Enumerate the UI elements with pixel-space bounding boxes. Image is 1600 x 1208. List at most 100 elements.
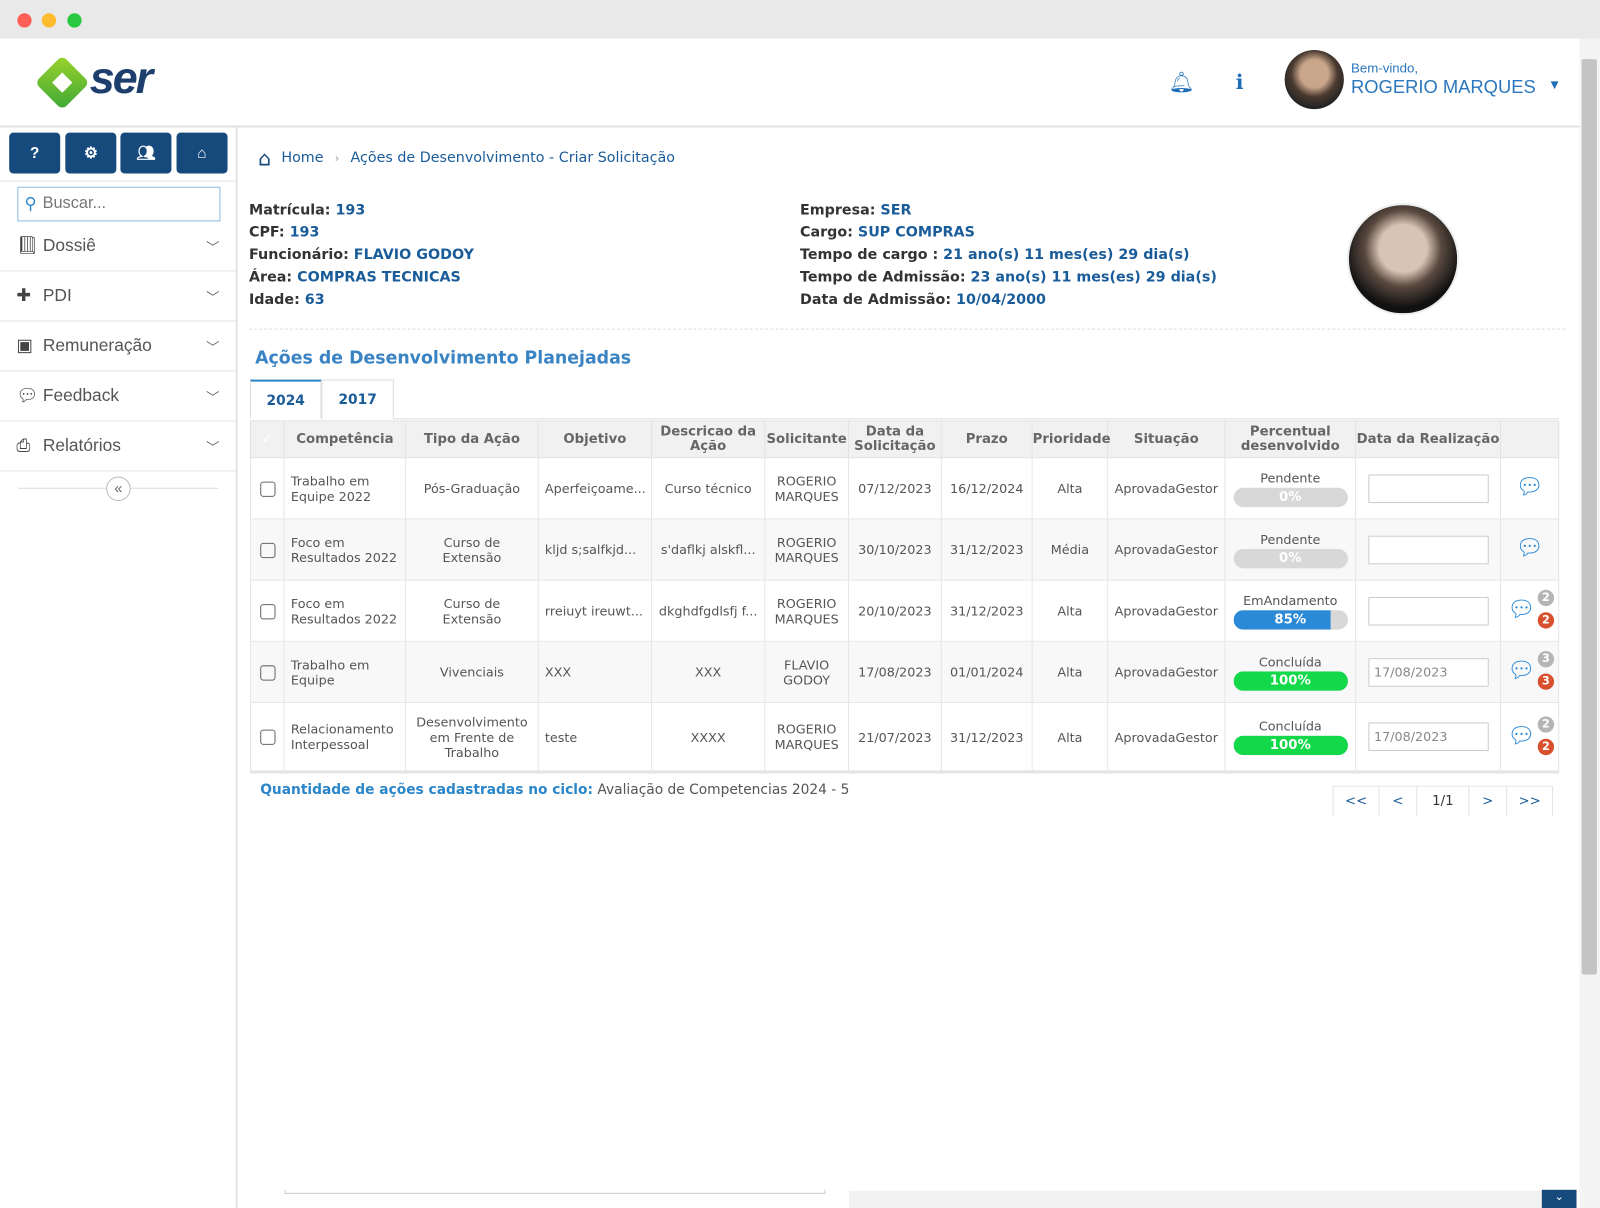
- prev-page-button[interactable]: <: [1378, 785, 1418, 817]
- column-header[interactable]: Data da Realização: [1355, 420, 1502, 459]
- column-header[interactable]: Descricao da Ação: [651, 420, 766, 459]
- money-icon: ▣: [16, 335, 33, 356]
- tab-2024[interactable]: 2024: [249, 379, 322, 420]
- row-checkbox[interactable]: [259, 664, 275, 681]
- column-header[interactable]: Percentual desenvolvido: [1224, 420, 1357, 459]
- search-input[interactable]: ⚲ Buscar...: [17, 186, 221, 222]
- sidebar-item-feedback[interactable]: 💬︎ Feedback ﹀: [0, 371, 236, 422]
- row-checkbox[interactable]: [259, 729, 275, 745]
- cell-descricao: XXX: [651, 640, 766, 704]
- column-header[interactable]: Competência: [283, 420, 407, 459]
- row-checkbox[interactable]: [259, 603, 275, 619]
- progress-status: Concluída: [1258, 653, 1322, 669]
- user-avatar[interactable]: [1284, 49, 1344, 110]
- welcome-label: Bem-vindo,: [1351, 60, 1419, 76]
- cell-data-realizacao: [1355, 518, 1502, 581]
- cell-prioridade: Alta: [1031, 640, 1109, 704]
- field-label: CPF:: [248, 224, 285, 241]
- column-header[interactable]: Prioridade: [1031, 420, 1111, 459]
- vertical-scrollbar[interactable]: [1579, 38, 1600, 1208]
- scrollbar-thumb[interactable]: [1581, 59, 1597, 975]
- realization-date-input[interactable]: [1367, 473, 1489, 503]
- comments-button[interactable]: 💬︎ 2 2: [1507, 715, 1555, 755]
- comments-button[interactable]: 💬︎: [1515, 537, 1544, 559]
- realization-date-input[interactable]: [1367, 596, 1489, 625]
- users-button[interactable]: 👥︎: [120, 132, 172, 174]
- sidebar-item-dossie[interactable]: 📕︎ Dossiê ﹀: [0, 221, 236, 272]
- sidebar-item-relatorios[interactable]: ⎙ Relatórios ﹀: [0, 421, 236, 472]
- user-name: ROGERIO MARQUES: [1351, 76, 1536, 97]
- close-window-button[interactable]: [17, 13, 32, 28]
- field-value: SER: [880, 202, 912, 219]
- column-header[interactable]: Objetivo: [537, 420, 653, 459]
- first-page-button[interactable]: <<: [1332, 785, 1380, 817]
- table-row: Foco em Resultados 2022 Curso de Extensão…: [249, 518, 1560, 581]
- cell-competencia: Trabalho em Equipe 2022: [283, 457, 407, 520]
- sidebar-item-pdi[interactable]: ✚ PDI ﹀: [0, 271, 236, 322]
- column-header[interactable]: Data da Solicitação: [847, 420, 942, 459]
- breadcrumb-current: Ações de Desenvolvimento - Criar Solicit…: [350, 149, 676, 167]
- chevron-down-icon: ﹀: [206, 389, 220, 405]
- field-label: Cargo:: [799, 224, 853, 241]
- row-checkbox[interactable]: [259, 542, 275, 558]
- comments-button[interactable]: 💬︎: [1515, 476, 1544, 498]
- row-checkbox[interactable]: [259, 481, 275, 497]
- info-icon[interactable]: i: [1235, 69, 1244, 94]
- breadcrumb-separator-icon: ›: [334, 151, 340, 165]
- sidebar-item-remuneracao[interactable]: ▣ Remuneração ﹀: [0, 321, 236, 372]
- column-header[interactable]: Tipo da Ação: [405, 420, 539, 459]
- cell-data_solicitacao: 17/08/2023: [847, 640, 942, 704]
- comments-button[interactable]: 💬︎ 2 2: [1507, 589, 1555, 629]
- cell-situacao: AprovadaGestor: [1107, 457, 1226, 520]
- actions-table: ✓ Competência Tipo da Ação Objetivo Descrica…: [249, 420, 1560, 772]
- last-page-button[interactable]: >>: [1506, 785, 1554, 817]
- field-value: 193: [335, 202, 366, 219]
- cell-solicitante: FLAVIO GODOY: [764, 640, 849, 704]
- comments-icon: 💬︎: [16, 385, 39, 406]
- settings-button[interactable]: ⚙: [65, 132, 117, 174]
- cell-competencia: Foco em Resultados 2022: [283, 518, 407, 581]
- home-icon[interactable]: ⌂: [258, 145, 272, 171]
- maximize-window-button[interactable]: [67, 13, 82, 28]
- home-button[interactable]: ⌂: [176, 132, 228, 174]
- realization-date-input[interactable]: 17/08/2023: [1367, 722, 1489, 752]
- cell-objetivo: XXX: [537, 640, 653, 704]
- realization-date-input[interactable]: [1367, 535, 1489, 564]
- chevron-down-icon: ﹀: [206, 439, 220, 455]
- employee-info-right: Empresa: SER Cargo: SUP COMPRAS Tempo de c…: [800, 202, 1217, 314]
- realization-date-input[interactable]: 17/08/2023: [1367, 657, 1489, 687]
- column-header[interactable]: Solicitante: [764, 420, 849, 459]
- help-button[interactable]: ?: [9, 132, 61, 174]
- next-page-button[interactable]: >: [1468, 785, 1508, 817]
- notifications-bell-icon[interactable]: 🔔︎: [1168, 69, 1195, 94]
- logo[interactable]: ser: [0, 39, 204, 127]
- row-checkbox-cell: [249, 518, 285, 581]
- employee-field: Matrícula: 193: [249, 202, 474, 224]
- select-all-checkbox[interactable]: ✓: [249, 420, 285, 459]
- home-icon: ⌂: [197, 144, 207, 162]
- progress-bar: 100%: [1233, 670, 1348, 691]
- cell-prazo: 31/12/2023: [940, 702, 1033, 772]
- cell-solicitante: ROGERIO MARQUES: [764, 702, 849, 772]
- minimize-window-button[interactable]: [41, 13, 57, 28]
- horizontal-scrollbar[interactable]: [284, 1189, 826, 1194]
- table-row: Foco em Resultados 2022 Curso de Extensão…: [249, 579, 1560, 642]
- field-label: Matrícula:: [248, 202, 331, 219]
- column-header[interactable]: Prazo: [940, 420, 1033, 459]
- breadcrumb-home[interactable]: Home: [281, 149, 324, 167]
- employee-photo: [1346, 203, 1460, 316]
- field-label: Data de Admissão:: [799, 291, 952, 309]
- field-label: Idade:: [248, 291, 300, 309]
- cell-prioridade: Alta: [1031, 579, 1109, 642]
- progress-status: EmAndamento: [1243, 592, 1338, 608]
- comments-button[interactable]: 💬︎ 3 3: [1507, 651, 1555, 690]
- column-header[interactable]: Situação: [1107, 420, 1226, 459]
- cell-objetivo: rreiuyt ireuwt...: [537, 579, 653, 642]
- cell-situacao: AprovadaGestor: [1107, 579, 1226, 642]
- sidebar-item-label: Remuneração: [42, 335, 152, 356]
- collapse-sidebar-button[interactable]: «: [106, 476, 131, 502]
- tab-2017[interactable]: 2017: [321, 379, 394, 420]
- scroll-down-button[interactable]: ⌄: [1541, 1189, 1577, 1208]
- user-name-dropdown[interactable]: ROGERIO MARQUES ▼: [1351, 77, 1561, 98]
- cell-competencia: Foco em Resultados 2022: [283, 579, 407, 642]
